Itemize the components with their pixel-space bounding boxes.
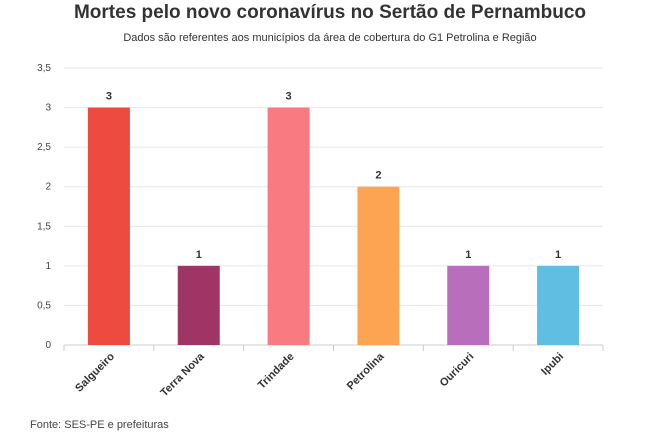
source-note: Fonte: SES-PE e prefeituras: [30, 419, 169, 431]
x-tick-label: Trindade: [256, 351, 297, 392]
x-tick-label: Petrolina: [345, 350, 387, 392]
chart-title: Mortes pelo novo coronavírus no Sertão d…: [73, 2, 587, 23]
data-label: 3: [286, 91, 292, 103]
chart-subtitle: Dados são referentes aos municípios da á…: [123, 32, 537, 44]
y-tick-label: 3: [45, 103, 51, 114]
y-tick-label: 0: [45, 340, 51, 351]
data-label: 1: [555, 249, 561, 261]
x-tick-label: Ipubi: [539, 351, 566, 378]
bar: [447, 265, 490, 345]
bar: [87, 107, 130, 345]
bar: [267, 107, 310, 345]
y-tick-label: 3,5: [37, 63, 51, 74]
x-tick-label: Salgueiro: [73, 350, 117, 394]
x-tick-label: Terra Nova: [158, 350, 207, 399]
data-label: 1: [465, 249, 471, 261]
data-label: 3: [106, 91, 112, 103]
y-tick-label: 2: [45, 182, 51, 193]
y-tick-label: 1: [45, 261, 51, 272]
data-label: 2: [375, 170, 381, 182]
y-tick-label: 1,5: [37, 221, 51, 232]
data-label: 1: [196, 249, 202, 261]
bar: [537, 265, 580, 345]
y-tick-label: 0,5: [37, 300, 51, 311]
bar: [177, 265, 220, 345]
bar: [357, 186, 400, 345]
x-tick-label: Ouricuri: [438, 351, 477, 390]
y-tick-label: 2,5: [37, 142, 51, 153]
